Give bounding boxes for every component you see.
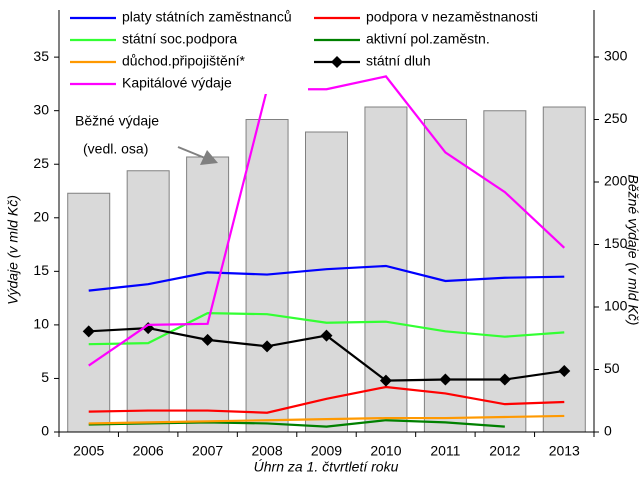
series-marker [439,373,452,386]
y-tick-label: 0 [41,423,49,439]
y2-tick-label: 250 [604,110,628,126]
y-tick-label: 10 [33,316,49,332]
legend-bg [312,52,592,72]
legend-bg [68,74,308,94]
x-tick-label: 2010 [370,443,401,459]
y2-tick-label: 150 [604,235,628,251]
y-tick-label: 5 [41,369,49,385]
y-tick-label: 20 [33,208,49,224]
y2-axis-label: Běžné výdaje (v mld Kč) [625,175,641,326]
y2-tick-label: 300 [604,48,628,64]
y-tick-label: 25 [33,155,49,171]
legend-bg [68,52,308,72]
legend-bg [312,8,592,28]
legend-label: státní dluh [366,53,431,69]
x-tick-label: 2012 [489,443,520,459]
y2-tick-label: 0 [604,423,612,439]
legend-bg [68,8,308,28]
series-marker [320,329,333,342]
legend-bg [68,30,308,50]
legend-bg [312,30,592,50]
legend-label: platy státních zaměstnanců [122,9,292,25]
annotation-arrow [177,146,206,159]
y-tick-label: 35 [33,48,49,64]
series-marker [379,374,392,387]
x-tick-label: 2013 [549,443,580,459]
bar [305,131,348,433]
x-tick-label: 2006 [133,443,164,459]
series-marker [82,325,95,338]
series-marker [498,373,511,386]
legend-label: aktivní pol.zaměstn. [366,31,490,47]
y2-tick-label: 50 [604,360,620,376]
annotation: (vedl. osa) [83,141,148,157]
x-tick-label: 2005 [73,443,104,459]
y-tick-label: 30 [33,101,49,117]
x-tick-label: 2008 [251,443,282,459]
bar [542,106,586,433]
x-tick-label: 2007 [192,443,223,459]
series-marker [558,364,571,377]
annotation-arrowhead [200,150,218,165]
legend-label: státní soc.podpora [122,31,237,47]
legend-label: Kapitálové výdaje [122,75,232,91]
bar [67,192,111,433]
series-marker [201,333,214,346]
y2-tick-label: 200 [604,173,628,189]
legend-marker [331,56,343,68]
annotation: Běžné výdaje [75,113,159,129]
y-axis-label: Výdaje (v mld Kč) [5,195,21,305]
series-line [88,385,565,414]
series-line [88,264,565,292]
series-line [88,414,565,425]
x-tick-label: 2009 [311,443,342,459]
y2-tick-label: 100 [604,298,628,314]
legend-label: důchod.připojištění* [122,53,246,69]
y-tick-label: 15 [33,262,49,278]
x-tick-label: 2011 [430,443,460,459]
series-line [88,75,566,367]
bar [126,170,170,433]
x-axis-label: Úhrn za 1. čtvrtletí roku [254,459,399,475]
legend-label: podpora v nezaměstnanosti [366,9,538,25]
bar [245,119,289,433]
series-marker [261,340,274,353]
bar [186,156,230,433]
